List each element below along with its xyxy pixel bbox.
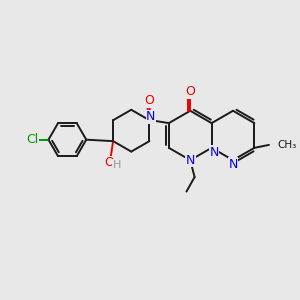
Text: Cl: Cl — [26, 133, 39, 146]
Text: N: N — [146, 110, 155, 123]
Text: O: O — [185, 85, 195, 98]
Text: N: N — [209, 146, 219, 159]
Text: N: N — [186, 154, 195, 167]
Text: O: O — [144, 94, 154, 107]
Text: CH₃: CH₃ — [277, 140, 296, 150]
Text: N: N — [228, 158, 238, 171]
Text: H: H — [112, 160, 121, 170]
Text: O: O — [104, 156, 114, 169]
